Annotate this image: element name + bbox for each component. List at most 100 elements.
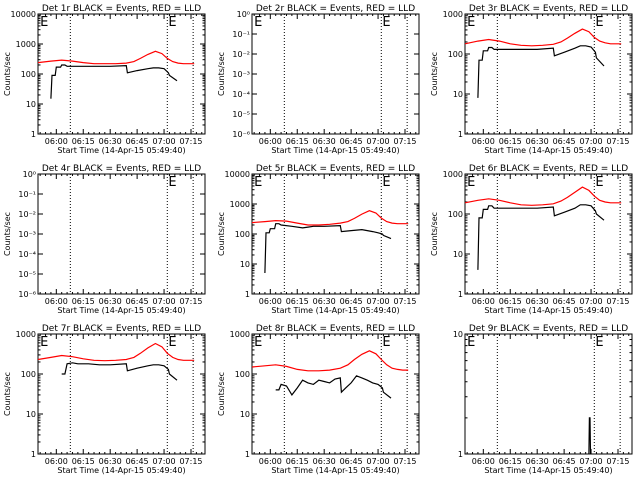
x-tick-label: 07:15 bbox=[393, 297, 416, 306]
e-marker: E bbox=[40, 15, 48, 30]
x-tick-label: 06:15 bbox=[499, 297, 522, 306]
y-tick-label: 10⁻⁶ bbox=[18, 290, 36, 299]
x-tick-label: 06:45 bbox=[340, 297, 363, 306]
x-tick-label: 06:15 bbox=[72, 137, 95, 146]
chart-title: Det 4r BLACK = Events, RED = LLD bbox=[42, 164, 201, 174]
x-tick-label: 06:00 bbox=[259, 297, 282, 306]
y-tick-label: 100 bbox=[21, 370, 36, 379]
x-tick-label: 07:00 bbox=[367, 137, 390, 146]
plot-frame bbox=[464, 173, 633, 295]
y-tick-label: 1000 bbox=[230, 200, 250, 209]
e-marker: E bbox=[254, 335, 262, 350]
e-marker: E bbox=[382, 175, 390, 190]
x-tick-label: 07:15 bbox=[393, 137, 416, 146]
y-tick-label: 1000 bbox=[443, 170, 463, 179]
y-tick-label: 10⁻⁶ bbox=[232, 130, 250, 139]
series-line-lld bbox=[37, 342, 195, 362]
e-marker: E bbox=[382, 335, 390, 350]
x-tick-label: 06:00 bbox=[259, 137, 282, 146]
x-tick-label: 07:15 bbox=[606, 137, 629, 146]
x-tick-label: 06:15 bbox=[286, 137, 309, 146]
chart-panel-5: Det 5r BLACK = Events, RED = LLD 06:00 06:… bbox=[217, 164, 420, 315]
y-tick-label: 10⁻³ bbox=[232, 70, 250, 79]
y-tick-label: 10 bbox=[453, 250, 463, 259]
series-line-events bbox=[275, 375, 392, 399]
x-tick-label: 06:00 bbox=[45, 137, 68, 146]
x-axis-label: Start Time (14-Apr-15 05:49:40) bbox=[271, 306, 399, 315]
x-tick-label: 07:00 bbox=[153, 137, 176, 146]
y-tick-label: 1 bbox=[458, 450, 463, 459]
y-tick-label: 10⁻⁴ bbox=[18, 250, 36, 259]
series-line-events bbox=[50, 64, 178, 99]
chart-title: Det 8r BLACK = Events, RED = LLD bbox=[256, 324, 415, 334]
x-tick-label: 06:00 bbox=[45, 297, 68, 306]
y-tick-label: 10⁰ bbox=[23, 170, 36, 179]
plot-frame bbox=[37, 333, 206, 455]
e-marker: E bbox=[40, 335, 48, 350]
x-tick-label: 06:15 bbox=[499, 137, 522, 146]
x-tick-label: 06:45 bbox=[553, 457, 576, 466]
plot-frame bbox=[251, 333, 420, 455]
x-tick-label: 06:15 bbox=[72, 457, 95, 466]
plot-frame bbox=[251, 173, 420, 295]
x-tick-label: 06:15 bbox=[499, 457, 522, 466]
y-axis-label: Counts/sec bbox=[3, 372, 12, 416]
e-marker: E bbox=[467, 335, 475, 350]
y-tick-label: 10000 bbox=[11, 10, 36, 19]
y-tick-label: 1000 bbox=[16, 40, 36, 49]
x-tick-label: 07:15 bbox=[393, 457, 416, 466]
series-line-lld bbox=[251, 210, 409, 226]
x-tick-label: 06:30 bbox=[526, 457, 549, 466]
y-axis-label: Counts/sec bbox=[3, 52, 12, 96]
x-tick-label: 06:45 bbox=[340, 457, 363, 466]
x-tick-label: 07:00 bbox=[580, 297, 603, 306]
x-tick-label: 06:45 bbox=[553, 137, 576, 146]
x-tick-label: 06:30 bbox=[313, 297, 336, 306]
series-line-events bbox=[264, 223, 392, 274]
chart-panel-1: Det 1r BLACK = Events, RED = LLD 06:00 06:… bbox=[3, 4, 206, 155]
e-marker: E bbox=[595, 175, 603, 190]
x-tick-label: 06:30 bbox=[99, 297, 122, 306]
plot-frame bbox=[464, 13, 633, 135]
x-tick-label: 06:30 bbox=[99, 137, 122, 146]
y-tick-label: 100 bbox=[235, 230, 250, 239]
x-tick-label: 06:45 bbox=[126, 457, 149, 466]
y-tick-label: 10⁻⁵ bbox=[232, 110, 250, 119]
x-tick-label: 07:15 bbox=[179, 137, 202, 146]
chart-title: Det 2r BLACK = Events, RED = LLD bbox=[256, 4, 415, 14]
x-tick-label: 06:15 bbox=[286, 297, 309, 306]
x-tick-label: 06:30 bbox=[526, 137, 549, 146]
chart-title: Det 3r BLACK = Events, RED = LLD bbox=[469, 4, 628, 14]
series-line-events bbox=[477, 204, 605, 270]
x-tick-label: 07:15 bbox=[606, 297, 629, 306]
y-tick-label: 1 bbox=[31, 130, 36, 139]
chart-panel-2: Det 2r BLACK = Events, RED = LLD 06:00 06:… bbox=[217, 4, 420, 155]
x-tick-label: 07:00 bbox=[367, 457, 390, 466]
chart-panel-4: Det 4r BLACK = Events, RED = LLD 06:00 06:… bbox=[3, 164, 206, 315]
y-axis-label: Counts/sec bbox=[217, 52, 226, 96]
chart-title: Det 9r BLACK = Events, RED = LLD bbox=[469, 324, 628, 334]
y-tick-label: 10⁻² bbox=[232, 50, 250, 59]
y-axis-label: Counts/sec bbox=[217, 212, 226, 256]
e-marker: E bbox=[168, 335, 176, 350]
chart-title: Det 1r BLACK = Events, RED = LLD bbox=[42, 4, 201, 14]
y-tick-label: 10 bbox=[240, 260, 250, 269]
x-tick-label: 07:00 bbox=[580, 457, 603, 466]
chart-panel-8: Det 8r BLACK = Events, RED = LLD 06:00 06:… bbox=[217, 324, 420, 475]
y-tick-label: 1000 bbox=[443, 10, 463, 19]
y-tick-label: 1000 bbox=[16, 330, 36, 339]
x-tick-label: 06:00 bbox=[45, 457, 68, 466]
e-marker: E bbox=[467, 175, 475, 190]
chart-panel-6: Det 6r BLACK = Events, RED = LLD 06:00 06:… bbox=[430, 164, 633, 315]
y-tick-label: 10⁻⁴ bbox=[232, 90, 250, 99]
y-tick-label: 100 bbox=[21, 70, 36, 79]
y-tick-label: 1 bbox=[458, 130, 463, 139]
chart-title: Det 5r BLACK = Events, RED = LLD bbox=[256, 164, 415, 174]
x-tick-label: 06:30 bbox=[99, 457, 122, 466]
series-line-events bbox=[588, 417, 592, 455]
e-marker: E bbox=[595, 335, 603, 350]
y-tick-label: 1 bbox=[458, 290, 463, 299]
x-tick-label: 07:15 bbox=[179, 297, 202, 306]
y-tick-label: 10⁻¹ bbox=[232, 30, 250, 39]
e-marker: E bbox=[168, 15, 176, 30]
